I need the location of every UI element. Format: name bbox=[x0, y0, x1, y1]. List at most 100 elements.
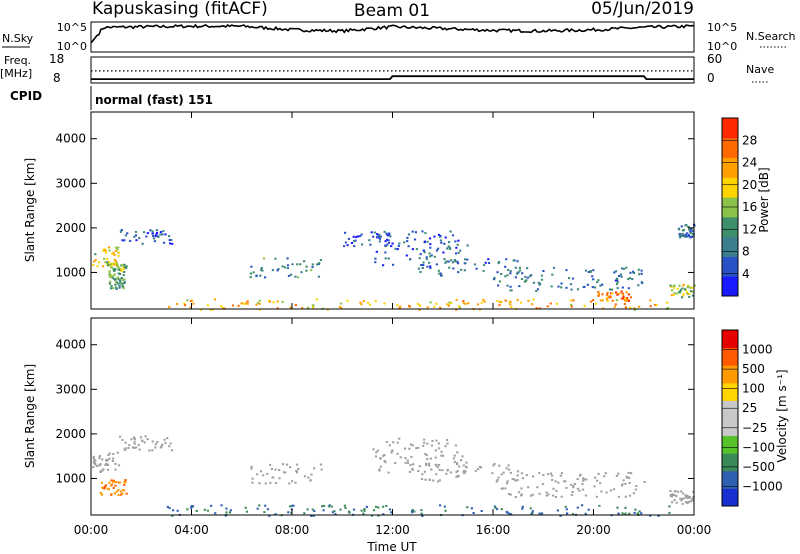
power-cell bbox=[505, 258, 508, 261]
power-cell bbox=[156, 231, 159, 234]
velocity-cell bbox=[424, 453, 427, 455]
power-cell bbox=[117, 268, 120, 271]
power-cell bbox=[608, 288, 612, 291]
velocity-cell bbox=[385, 441, 388, 443]
velocity-cell bbox=[166, 437, 169, 440]
velocity-cell bbox=[274, 513, 277, 516]
power-cell bbox=[301, 307, 304, 309]
power-cell bbox=[114, 283, 117, 286]
velocity-cell bbox=[674, 490, 677, 493]
power-cell bbox=[516, 272, 519, 275]
power-cell bbox=[407, 304, 411, 307]
velocity-cell bbox=[144, 435, 147, 438]
freq-unit: [MHz] bbox=[0, 67, 32, 80]
velocity-cell bbox=[612, 488, 616, 491]
power-cell bbox=[122, 274, 125, 277]
velocity-cell bbox=[426, 442, 429, 445]
power-cell bbox=[397, 245, 400, 247]
power-ytick-label: 3000 bbox=[55, 176, 86, 190]
power-cell bbox=[690, 235, 693, 238]
velocity-cell bbox=[633, 511, 636, 514]
velocity-cell bbox=[540, 512, 544, 515]
velocity-cell bbox=[521, 477, 525, 480]
power-cell bbox=[114, 287, 117, 289]
power-y-ticks: 4000 3000 2000 1000 bbox=[55, 132, 694, 279]
power-cell bbox=[682, 293, 685, 296]
freq-frame bbox=[90, 56, 695, 84]
velocity-cell bbox=[505, 482, 508, 485]
velocity-cell bbox=[527, 486, 530, 489]
velocity-colorbar-tick-label: 100 bbox=[742, 382, 765, 396]
velocity-cell bbox=[287, 511, 290, 514]
velocity-cell bbox=[603, 475, 606, 478]
velocity-cell bbox=[133, 437, 136, 440]
power-cell bbox=[106, 261, 109, 264]
velocity-colorbar-tick-label: −100 bbox=[742, 440, 775, 454]
velocity-colorbar-tick-label: −500 bbox=[742, 460, 775, 474]
velocity-cell bbox=[531, 493, 534, 496]
velocity-cell bbox=[406, 459, 409, 462]
velocity-cell bbox=[100, 493, 104, 496]
velocity-cell bbox=[564, 505, 567, 508]
power-cell bbox=[667, 306, 670, 309]
velocity-cell bbox=[507, 493, 511, 495]
power-cell bbox=[629, 306, 632, 309]
power-cell bbox=[519, 301, 523, 304]
power-cell bbox=[687, 234, 691, 236]
power-cell bbox=[435, 249, 438, 252]
velocity-cell bbox=[621, 512, 624, 515]
velocity-cell bbox=[593, 485, 596, 488]
power-cell bbox=[599, 284, 602, 287]
beam-label: Beam 01 bbox=[354, 1, 430, 21]
power-cell bbox=[370, 231, 373, 234]
velocity-cell bbox=[421, 473, 424, 476]
power-cell bbox=[620, 290, 623, 293]
power-ylabel: Slant Range [km] bbox=[23, 158, 37, 262]
power-cell bbox=[433, 235, 436, 238]
power-cell bbox=[625, 291, 628, 294]
power-cell bbox=[473, 263, 477, 266]
power-cell bbox=[457, 251, 460, 254]
velocity-cell bbox=[620, 484, 624, 487]
velocity-cell bbox=[344, 507, 347, 509]
power-cell bbox=[428, 261, 431, 264]
power-cell bbox=[94, 259, 97, 262]
velocity-cell bbox=[560, 472, 563, 475]
velocity-cell bbox=[313, 467, 316, 470]
velocity-cell bbox=[429, 457, 432, 460]
power-cell bbox=[615, 283, 619, 286]
velocity-cell bbox=[689, 500, 692, 503]
power-cell bbox=[429, 265, 432, 268]
power-cell bbox=[110, 266, 113, 269]
velocity-cell bbox=[624, 506, 627, 509]
velocity-colorbar-segment bbox=[722, 330, 738, 349]
velocity-colorbar-tick-label: −1000 bbox=[742, 479, 783, 493]
power-cell bbox=[264, 276, 267, 279]
power-cell bbox=[373, 231, 376, 234]
power-cell bbox=[246, 302, 249, 305]
power-scatter-cells bbox=[92, 223, 696, 311]
power-cell bbox=[281, 300, 284, 303]
velocity-cell bbox=[411, 509, 414, 511]
velocity-cell bbox=[455, 475, 458, 478]
velocity-cell bbox=[114, 462, 117, 465]
velocity-cell bbox=[554, 496, 558, 498]
power-cell bbox=[508, 301, 511, 304]
velocity-cell bbox=[120, 490, 123, 493]
power-cell bbox=[475, 267, 478, 270]
velocity-cell bbox=[673, 499, 676, 502]
velocity-cell bbox=[289, 466, 292, 469]
nsky-frame bbox=[90, 21, 695, 53]
velocity-cell bbox=[680, 490, 683, 493]
power-cell bbox=[557, 285, 560, 288]
power-cell bbox=[520, 278, 524, 280]
power-cell bbox=[601, 283, 604, 286]
power-cell bbox=[386, 233, 389, 236]
velocity-cell bbox=[117, 464, 121, 467]
power-cell bbox=[458, 305, 461, 308]
velocity-cell bbox=[425, 454, 428, 457]
velocity-cell bbox=[505, 510, 508, 513]
velocity-cell bbox=[363, 508, 366, 510]
power-cell bbox=[576, 288, 580, 291]
velocity-cell bbox=[133, 442, 136, 445]
